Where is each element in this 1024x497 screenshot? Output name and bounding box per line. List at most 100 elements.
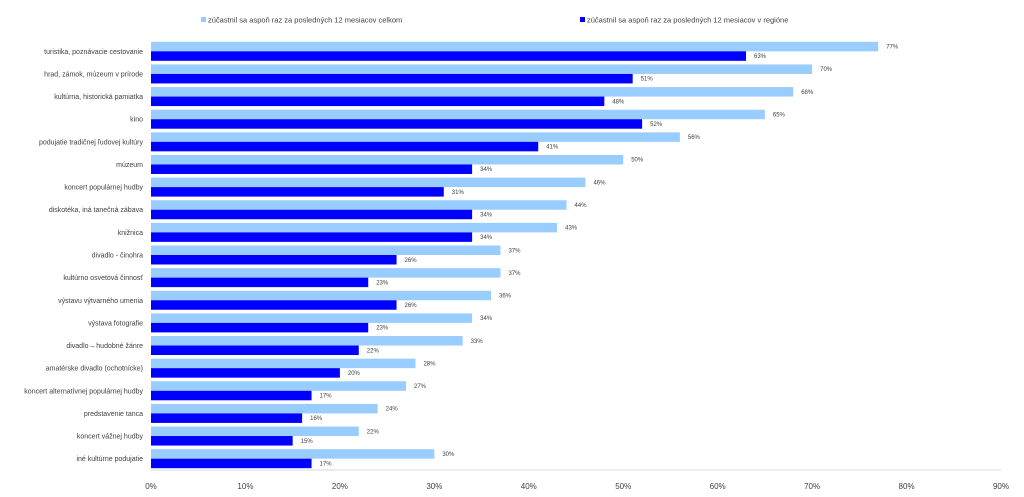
category-label: kino — [130, 117, 143, 124]
category-label: múzeum — [116, 162, 143, 169]
legend-swatch — [580, 17, 585, 22]
data-label: 26% — [405, 258, 418, 264]
x-tick-label: 20% — [332, 482, 348, 491]
data-label: 17% — [320, 394, 333, 400]
data-label: 44% — [575, 203, 588, 209]
data-label: 63% — [754, 54, 767, 60]
data-label: 23% — [376, 326, 389, 332]
category-label: koncert alternatívnej populárnej hudby — [24, 388, 143, 395]
bar-total — [151, 381, 406, 391]
bar-total — [151, 245, 501, 255]
bar-region — [151, 51, 746, 61]
data-label: 33% — [471, 339, 484, 345]
bar-region — [151, 119, 643, 129]
data-label: 34% — [480, 212, 493, 218]
data-label: 48% — [612, 99, 625, 105]
category-label: amatérske divadlo (ochotnícke) — [46, 366, 143, 373]
category-label: kultúrna, historická pamiatka — [54, 94, 143, 101]
bar-region — [151, 458, 312, 469]
category-label: koncert populárnej hudby — [64, 185, 143, 192]
bar-total — [151, 290, 491, 301]
bar-total — [151, 268, 501, 278]
bar-total — [151, 449, 435, 459]
data-label: 31% — [452, 190, 465, 196]
data-label: 22% — [367, 429, 380, 435]
bar-total — [151, 313, 473, 323]
data-label: 37% — [508, 271, 521, 277]
data-label: 17% — [320, 461, 333, 467]
data-label: 34% — [480, 167, 493, 173]
data-label: 36% — [499, 294, 512, 300]
category-label: kultúrno osvetová činnosť — [63, 275, 143, 282]
category-label: výstavu výtvarného umenia — [58, 298, 143, 305]
bar-region — [151, 255, 397, 265]
data-label: 46% — [593, 180, 606, 186]
category-label: hrad, zámok, múzeum v prírode — [44, 71, 143, 78]
legend: zúčastnil sa aspoň raz za posledných 12 … — [201, 16, 788, 25]
bar-region — [151, 322, 369, 333]
bar-region — [151, 345, 359, 356]
legend-label: zúčastnil sa aspoň raz za posledných 12 … — [587, 16, 788, 25]
category-label: knižnica — [118, 230, 143, 237]
legend-label: zúčastnil sa aspoň raz za posledných 12 … — [208, 16, 402, 25]
category-label: divadlo – hudobné žánre — [66, 343, 143, 350]
bar-total — [151, 336, 463, 346]
bar-region — [151, 436, 293, 446]
bar-region — [151, 96, 605, 107]
bar-total — [151, 87, 794, 97]
bar-region — [151, 368, 340, 378]
data-label: 15% — [301, 439, 314, 445]
category-label: iné kultúrne podujatie — [76, 456, 143, 463]
category-label: predstavenie tanca — [84, 411, 143, 418]
category-label: divadlo - činohra — [92, 253, 143, 260]
x-tick-label: 10% — [237, 482, 253, 491]
category-label: diskotéka, iná tanečná zábava — [49, 207, 143, 214]
data-label: 34% — [480, 316, 493, 322]
bar-region — [151, 73, 633, 84]
data-label: 16% — [310, 416, 323, 422]
data-label: 51% — [641, 77, 654, 83]
bar-total — [151, 132, 680, 142]
data-label: 68% — [801, 90, 814, 96]
x-tick-label: 30% — [426, 482, 442, 491]
data-label: 50% — [631, 158, 644, 164]
bar-total — [151, 426, 359, 437]
bar-total — [151, 200, 567, 210]
data-label: 20% — [348, 371, 361, 377]
data-label: 26% — [405, 303, 418, 309]
data-label: 77% — [886, 45, 899, 51]
data-label: 52% — [650, 122, 663, 128]
legend-swatch — [201, 17, 206, 22]
category-labels: turistika, poznávacie cestovanie hrad, zá… — [24, 49, 143, 463]
data-label: 41% — [546, 145, 559, 151]
x-tick-label: 70% — [804, 482, 820, 491]
data-label: 22% — [367, 348, 380, 354]
category-label: podujatie tradičnej ľudovej kultúry — [39, 139, 143, 146]
bar-region — [151, 413, 303, 423]
bar-total — [151, 64, 813, 74]
bars — [151, 41, 879, 469]
x-tick-label: 40% — [521, 482, 537, 491]
data-label: 56% — [688, 135, 701, 141]
bar-region — [151, 232, 473, 242]
data-label: 27% — [414, 384, 427, 390]
data-label: 30% — [442, 452, 455, 458]
bar-region — [151, 164, 473, 174]
bar-region — [151, 187, 444, 197]
x-axis-ticks: 0% 10% 20% 30% 40% 50% 60% 70% 80% 90% — [145, 482, 1009, 491]
data-label: 37% — [508, 248, 521, 254]
bar-region — [151, 209, 473, 220]
bar-region — [151, 277, 369, 288]
data-label: 34% — [480, 235, 493, 241]
bar-total — [151, 154, 624, 165]
data-label: 70% — [820, 67, 833, 73]
x-tick-label: 80% — [899, 482, 915, 491]
bar-region — [151, 390, 312, 401]
data-label: 24% — [386, 407, 399, 413]
bar-total — [151, 222, 558, 233]
bar-total — [151, 109, 765, 120]
x-tick-label: 0% — [145, 482, 157, 491]
x-tick-label: 90% — [993, 482, 1009, 491]
bar-total — [151, 358, 416, 369]
